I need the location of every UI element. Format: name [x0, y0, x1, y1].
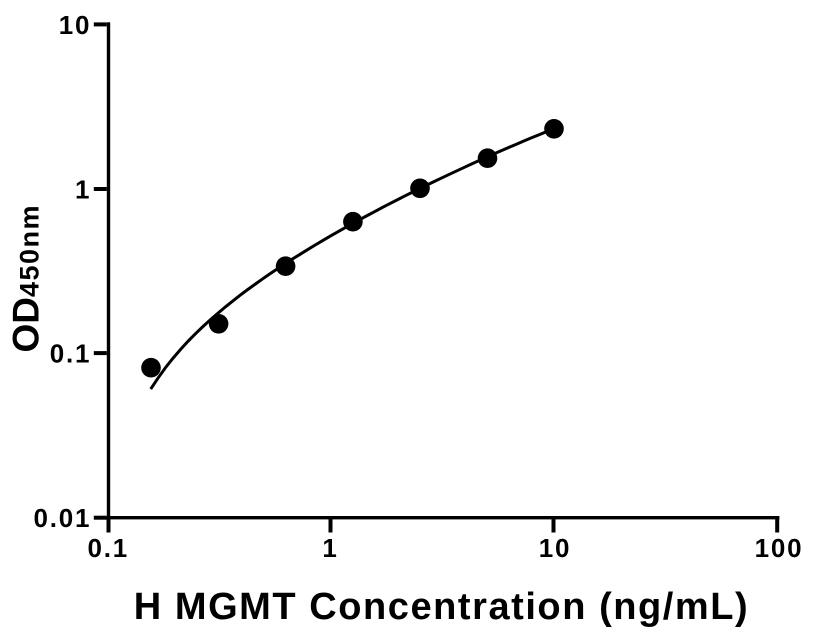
svg-text:0.1: 0.1: [50, 339, 92, 369]
svg-text:OD450nm: OD450nm: [6, 204, 47, 353]
svg-text:10: 10: [539, 533, 572, 563]
svg-text:100: 100: [755, 533, 804, 563]
svg-text:0.01: 0.01: [33, 503, 91, 533]
svg-text:10: 10: [59, 10, 92, 40]
svg-text:1: 1: [75, 174, 91, 204]
svg-text:0.1: 0.1: [88, 533, 130, 563]
svg-text:H MGMT Concentration (ng/mL): H MGMT Concentration (ng/mL): [134, 586, 749, 628]
svg-text:1: 1: [322, 533, 338, 563]
